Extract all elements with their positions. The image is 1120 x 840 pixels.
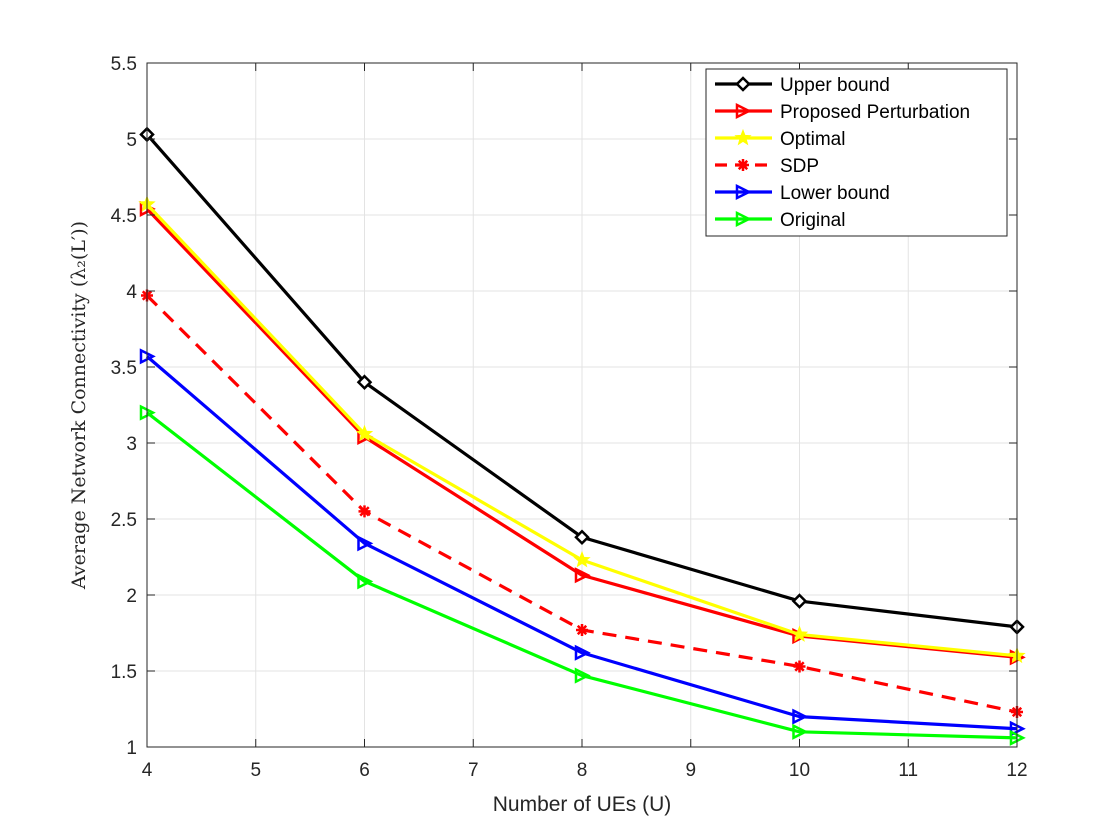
- y-tick-label: 5.5: [111, 54, 137, 75]
- y-tick-labels: 1 1.5 2 2.5 3 3.5 4 4.5 5 5.5: [111, 54, 138, 759]
- legend-label: Proposed Perturbation: [780, 102, 970, 123]
- x-tick-label: 8: [577, 760, 588, 781]
- y-tick-label: 2: [126, 586, 137, 607]
- series-line: [146, 411, 1018, 740]
- data-point: [358, 505, 371, 518]
- x-tick-label: 7: [468, 760, 479, 781]
- legend-label: Original: [780, 210, 845, 231]
- legend-item: Proposed Perturbation: [715, 102, 970, 123]
- legend-box: [705, 68, 1008, 237]
- data-point: [356, 374, 373, 390]
- y-tick-label: 4.5: [111, 206, 137, 227]
- data-point: [792, 708, 809, 725]
- data-point: [790, 625, 809, 642]
- legend-item: Lower bound: [715, 183, 890, 204]
- legend-label: Lower bound: [780, 183, 890, 204]
- legend-marker: [734, 128, 752, 146]
- data-point: [574, 644, 591, 661]
- x-tick-label: 5: [250, 760, 261, 781]
- x-axis-label: Number of UEs (U): [493, 793, 672, 816]
- y-tick-label: 3: [126, 434, 137, 455]
- legend-marker: [735, 183, 752, 201]
- legend: Upper bound Proposed Perturbation Optimal S…: [705, 68, 1008, 237]
- y-tick-label: 3.5: [111, 358, 137, 379]
- legend-item: Original: [715, 210, 845, 231]
- axis-ticks: [146, 62, 1018, 748]
- legend-item: Upper bound: [715, 75, 890, 96]
- legend-marker: [735, 210, 752, 228]
- data-point: [355, 424, 374, 442]
- legend-marker: [735, 102, 752, 120]
- legend-label: Upper bound: [780, 75, 890, 96]
- legend-item: Optimal: [715, 128, 845, 150]
- data-point: [791, 593, 808, 609]
- data-point: [574, 529, 590, 546]
- legend-marker: [735, 76, 751, 92]
- y-tick-label: 4: [126, 282, 137, 303]
- series-upper-bound: [139, 126, 1025, 635]
- x-tick-label: 6: [359, 760, 370, 781]
- y-axis-label: Average Network Connectivity (λ₂(L′)): [68, 221, 90, 590]
- x-tick-label: 10: [789, 760, 810, 781]
- legend-item: SDP: [715, 156, 819, 177]
- legend-label: SDP: [780, 156, 819, 177]
- x-tick-labels: 4 5 6 7 8 9 10 11 12: [142, 760, 1028, 781]
- x-tick-label: 9: [685, 760, 696, 781]
- grid-lines: [146, 62, 1018, 748]
- y-tick-label: 5: [126, 130, 137, 151]
- data-point: [576, 623, 588, 636]
- y-tick-label: 2.5: [111, 510, 137, 531]
- data-point: [573, 550, 591, 568]
- data-point: [574, 667, 591, 684]
- series-line: [145, 355, 1018, 731]
- legend-label: Optimal: [780, 129, 845, 150]
- data-point: [574, 567, 591, 584]
- y-tick-label: 1.5: [111, 662, 137, 683]
- x-tick-label: 11: [898, 760, 918, 781]
- data-point: [357, 573, 374, 590]
- data-point: [793, 660, 806, 673]
- data-point: [792, 723, 809, 740]
- data-point: [357, 535, 374, 552]
- legend-marker: [737, 159, 749, 171]
- x-tick-label: 12: [1006, 760, 1027, 781]
- y-tick-label: 1: [126, 738, 137, 759]
- x-tick-label: 4: [142, 760, 153, 781]
